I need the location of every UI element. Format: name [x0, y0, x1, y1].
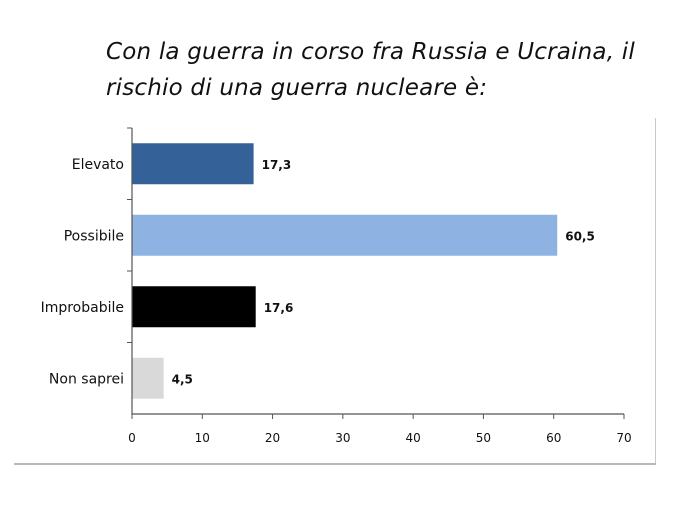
- x-tick-label-50: 50: [476, 431, 491, 445]
- x-tick-label-40: 40: [406, 431, 421, 445]
- x-tick-label-10: 10: [195, 431, 210, 445]
- category-label-elevato: Elevato: [72, 157, 124, 173]
- bar-improbabile: [132, 286, 256, 328]
- x-tick-label-30: 30: [335, 431, 350, 445]
- value-label-possibile: 60,5: [565, 229, 595, 243]
- category-label-possibile: Possibile: [64, 228, 124, 244]
- bar-non-saprei: [132, 357, 164, 399]
- value-label-elevato: 17,3: [262, 158, 292, 172]
- frame-border-right: [655, 118, 656, 464]
- category-label-improbabile: Improbabile: [41, 300, 124, 316]
- category-label-non-saprei: Non saprei: [49, 371, 124, 387]
- value-label-non-saprei: 4,5: [172, 372, 193, 386]
- chart-title: Con la guerra in corso fra Russia e Ucra…: [106, 39, 635, 101]
- frame-border-bottom: [14, 463, 656, 465]
- x-tick-label-20: 20: [265, 431, 280, 445]
- bar-possibile: [132, 214, 558, 256]
- labels-layer: Elevato 17,3 Possibile 60,5 Improbabile 17,6 N…: [41, 157, 595, 388]
- x-tick-label-60: 60: [546, 431, 561, 445]
- bars-layer: [132, 143, 558, 399]
- value-label-improbabile: 17,6: [264, 301, 294, 315]
- x-tick-label-70: 70: [616, 431, 631, 445]
- x-tick-label-0: 0: [128, 431, 136, 445]
- bar-elevato: [132, 143, 254, 185]
- axes-layer: 0 10 20 30 40 50 60 70: [127, 127, 632, 445]
